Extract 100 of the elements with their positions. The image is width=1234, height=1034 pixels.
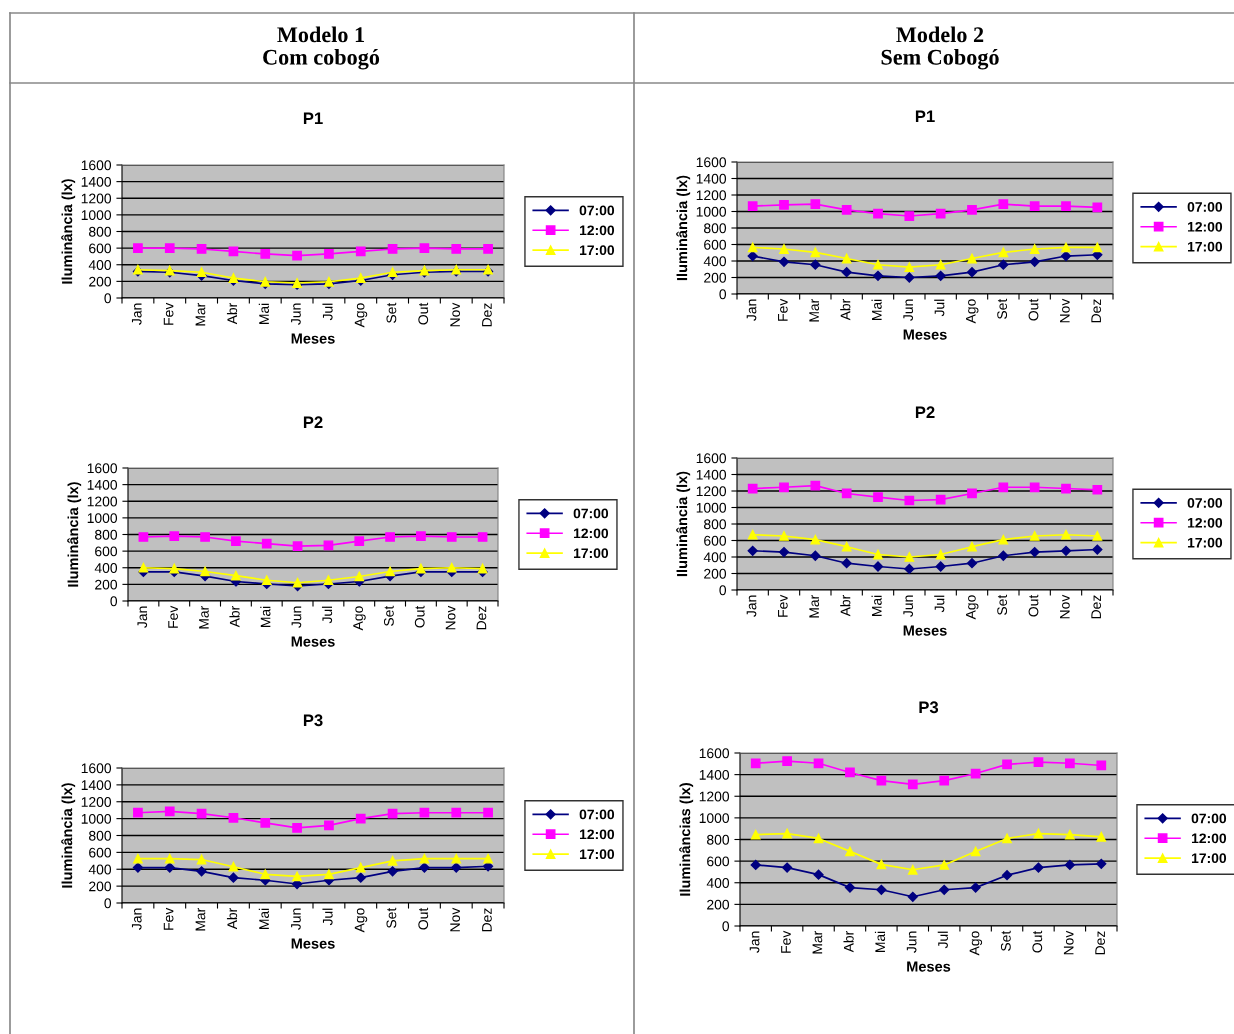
chart-title: P3 [303, 714, 323, 727]
x-tick-label: Out [1028, 594, 1039, 617]
x-tick-label: Dez [1095, 931, 1106, 955]
y-tick-label: 1600 [87, 463, 118, 474]
y-tick-label: 200 [89, 276, 112, 287]
y-tick-label: 600 [95, 546, 118, 557]
chart-subtitle: Modelo 2 Sem Cobogó [881, 26, 999, 70]
y-tick-label: 0 [719, 289, 727, 300]
legend-label: 12:00 [1187, 517, 1223, 528]
legend-label: 12:00 [579, 829, 615, 840]
x-axis-title: Meses [903, 329, 947, 340]
x-tick-label: Jul [322, 908, 333, 926]
x-tick-label: Mai [260, 606, 271, 627]
y-tick-label: 0 [719, 585, 727, 596]
x-tick-label: Jan [749, 931, 760, 953]
x-axis-title: Meses [291, 636, 335, 647]
y-tick-label: 800 [89, 830, 112, 841]
y-tick-label: 400 [706, 878, 730, 888]
x-tick-label: Jul [934, 595, 945, 613]
x-tick-label: Ago [353, 606, 366, 631]
x-tick-label: Nov [450, 302, 460, 327]
y-tick-label: 1200 [81, 797, 112, 807]
legend-label: 07:00 [579, 809, 615, 820]
y-tick-label: 200 [89, 881, 112, 892]
x-tick-label: Dez [1091, 595, 1102, 619]
y-tick-label: 0 [104, 293, 112, 304]
y-tick-label: 200 [707, 899, 730, 910]
y-axis-title: Iluminância (lx) [676, 471, 691, 577]
y-tick-label: 0 [104, 898, 112, 909]
x-tick-label: Jan [131, 908, 142, 930]
y-tick-label: 600 [89, 243, 112, 254]
x-tick-label: Jan [131, 303, 142, 325]
y-tick-label: 1600 [696, 157, 727, 168]
x-axis-title: Meses [903, 625, 947, 636]
y-tick-label: 1000 [699, 813, 730, 824]
x-tick-label: Abr [840, 298, 851, 321]
x-tick-label: Mar [812, 930, 823, 954]
legend-label: 12:00 [1187, 221, 1223, 232]
y-tick-label: 800 [704, 519, 727, 530]
x-tick-label: Jan [137, 606, 148, 628]
y-tick-label: 1000 [696, 502, 727, 513]
x-tick-label: Jul [321, 606, 333, 624]
y-tick-label: 1000 [696, 206, 727, 217]
x-tick-label: Mar [195, 302, 206, 326]
y-tick-label: 1400 [696, 173, 727, 184]
y-tick-label: 1200 [696, 486, 727, 497]
x-tick-label: Out [418, 302, 429, 325]
x-tick-label: Nov [450, 907, 460, 932]
legend-label: 12:00 [579, 225, 615, 236]
y-axis-title: Iluminância (lx) [67, 482, 82, 587]
x-tick-label: Mai [258, 303, 269, 324]
y-tick-label: 200 [704, 568, 727, 579]
y-tick-label: 1200 [87, 496, 118, 507]
x-tick-label: Dez [1091, 299, 1102, 323]
x-tick-label: Ago [354, 303, 368, 328]
x-tick-label: Nov [1060, 594, 1070, 619]
y-tick-label: 800 [707, 834, 730, 845]
x-tick-label: Set [383, 605, 394, 626]
x-tick-label: Fev [778, 298, 788, 321]
x-tick-label: Set [997, 594, 1008, 615]
chart-title: P1 [303, 112, 323, 124]
y-tick-label: 400 [94, 563, 118, 573]
x-tick-label: Ago [966, 595, 979, 620]
x-tick-label: Mar [809, 594, 820, 618]
y-tick-label: 0 [110, 596, 118, 607]
y-tick-label: 1400 [696, 469, 727, 480]
y-tick-label: 1200 [696, 190, 727, 201]
x-tick-label: Dez [482, 908, 492, 932]
y-tick-label: 0 [722, 921, 730, 932]
y-tick-label: 200 [704, 272, 727, 283]
x-tick-label: Fev [163, 907, 174, 930]
legend-label: 07:00 [1187, 498, 1223, 508]
x-tick-label: Mai [871, 595, 882, 616]
x-tick-label: Mai [874, 931, 886, 952]
legend-label: 07:00 [1187, 202, 1223, 212]
x-tick-label: Nov [1060, 298, 1070, 323]
y-tick-label: 1000 [81, 813, 112, 824]
legend-label: 17:00 [1187, 241, 1223, 252]
y-tick-label: 1400 [699, 769, 730, 780]
y-tick-label: 600 [704, 535, 727, 546]
y-tick-label: 600 [707, 856, 730, 867]
y-tick-label: 1400 [81, 780, 112, 791]
x-tick-label: Set [386, 907, 397, 928]
x-tick-label: Fev [778, 594, 788, 617]
legend-label: 17:00 [573, 548, 609, 559]
y-tick-label: 800 [95, 529, 118, 540]
x-tick-label: Fev [163, 302, 174, 325]
x-tick-label: Nov [1063, 930, 1074, 955]
x-tick-label: Jun [903, 595, 914, 617]
chart-title: P2 [915, 406, 935, 418]
x-tick-label: Jul [322, 303, 333, 321]
y-tick-label: 800 [704, 223, 727, 234]
x-tick-label: Jun [903, 299, 914, 321]
x-tick-label: Jun [291, 303, 301, 325]
y-tick-label: 400 [703, 552, 727, 563]
y-tick-label: 600 [704, 239, 727, 250]
x-tick-label: Mai [258, 908, 269, 929]
legend-label: 17:00 [579, 849, 615, 860]
x-tick-label: Jun [906, 931, 917, 953]
chart-title: P3 [919, 701, 939, 714]
